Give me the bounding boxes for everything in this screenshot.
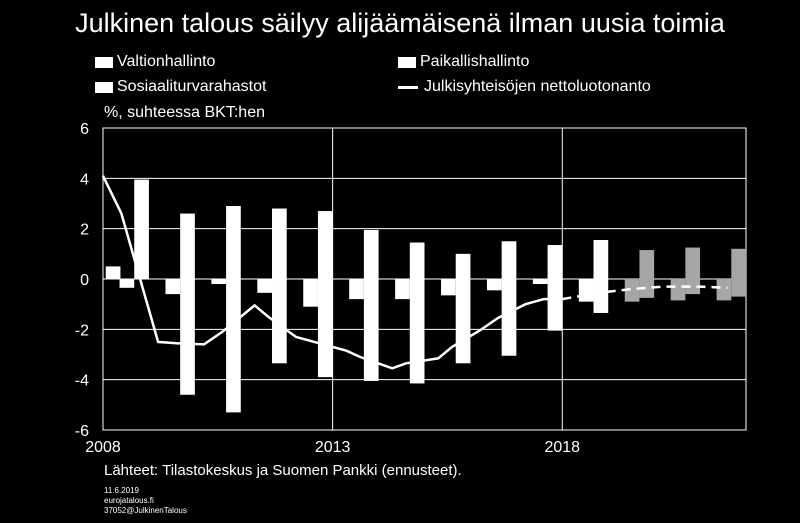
bar-sosiaaliturvarahastot-2013 (363, 229, 379, 279)
x-tick-label: 2013 (315, 439, 351, 456)
bar-sosiaaliturvarahastot-2016 (501, 241, 517, 279)
bar-sosiaaliturvarahastot-2009 (180, 213, 195, 279)
bar-sosiaaliturvarahastot-2019 (639, 250, 655, 279)
bar-sosiaaliturvarahastot-2008 (134, 179, 149, 279)
bar-valtionhallinto-2016 (501, 279, 517, 356)
line-nettoluotonanto-forecast (562, 285, 728, 301)
bar-valtionhallinto-2013 (363, 279, 379, 381)
y-axis-label: %, suhteessa BKT:hen (104, 104, 265, 121)
legend-item-sosiaaliturvarahastot: Sosiaaliturvarahastot (95, 77, 266, 97)
legend-item-valtionhallinto: Valtionhallinto (95, 52, 215, 72)
x-tick-label: 2018 (544, 439, 580, 456)
legend-line-nettoluotonanto (398, 85, 418, 89)
meta-date: 11.6.2019 (104, 486, 139, 495)
bar-paikallishallinto-2019 (624, 279, 640, 302)
bar-valtionhallinto-2010 (226, 279, 241, 413)
y-tick-label: 0 (80, 272, 89, 289)
bar-paikallishallinto-2021 (716, 279, 732, 301)
bar-valtionhallinto-2018 (593, 279, 609, 313)
legend-label-nettoluotonanto: Julkisyhteisöjen nettoluotonanto (424, 78, 651, 95)
bar-sosiaaliturvarahastot-2015 (455, 253, 471, 279)
x-tick-label: 2008 (85, 439, 121, 456)
bar-valtionhallinto-2014 (409, 279, 425, 384)
bar-paikallishallinto-2012 (303, 279, 318, 307)
bar-paikallishallinto-2010 (211, 279, 227, 285)
bar-valtionhallinto-2020 (685, 279, 701, 295)
bar-valtionhallinto-2019 (639, 279, 655, 298)
bar-sosiaaliturvarahastot-2014 (409, 242, 425, 279)
bar-paikallishallinto-2014 (395, 279, 410, 300)
bar-sosiaaliturvarahastot-2012 (317, 211, 333, 279)
bar-sosiaaliturvarahastot-2021 (731, 248, 746, 279)
legend-item-nettoluotonanto: Julkisyhteisöjen nettoluotonanto (398, 77, 651, 97)
bar-paikallishallinto-2009 (165, 279, 181, 295)
bar-paikallishallinto-2008 (119, 279, 135, 288)
bar-sosiaaliturvarahastot-2020 (685, 247, 701, 279)
legend-swatch-paikallishallinto (398, 56, 416, 68)
y-tick-label: 4 (80, 171, 89, 188)
y-tick-label: 2 (80, 222, 89, 239)
legend-label-sosiaaliturvarahastot: Sosiaaliturvarahastot (117, 78, 267, 95)
bar-paikallishallinto-2020 (670, 279, 686, 301)
y-tick-label: -2 (75, 322, 89, 339)
bar-valtionhallinto-2017 (547, 279, 563, 331)
bar-sosiaaliturvarahastot-2011 (272, 208, 287, 279)
bar-valtionhallinto-2009 (180, 279, 195, 395)
bar-paikallishallinto-2018 (578, 279, 594, 302)
chart-title: Julkinen talous säilyy alijäämäisenä ilm… (75, 8, 725, 38)
legend-swatch-valtionhallinto (95, 56, 113, 68)
line-nettoluotonanto (101, 175, 563, 370)
bar-valtionhallinto-2011 (272, 279, 287, 364)
meta-site: eurojatalous.fi (104, 496, 154, 505)
source-note: Lähteet: Tilastokeskus ja Suomen Pankki … (104, 462, 462, 479)
bar-valtionhallinto-2008 (105, 266, 121, 279)
bar-paikallishallinto-2017 (532, 279, 548, 285)
bar-paikallishallinto-2013 (349, 279, 364, 300)
bar-sosiaaliturvarahastot-2018 (593, 239, 609, 279)
legend-swatch-sosiaaliturvarahastot (95, 81, 113, 93)
meta-code: 37052@JulkinenTalous (104, 506, 187, 515)
y-tick-label: -6 (75, 423, 89, 440)
legend-label-paikallishallinto: Paikallishallinto (420, 53, 530, 70)
bar-valtionhallinto-2015 (455, 279, 471, 364)
bar-valtionhallinto-2012 (317, 279, 333, 378)
bar-sosiaaliturvarahastot-2017 (547, 245, 563, 279)
legend-item-paikallishallinto: Paikallishallinto (398, 52, 529, 72)
y-tick-label: -4 (75, 373, 89, 390)
y-tick-label: 6 (80, 121, 89, 138)
legend-label-valtionhallinto: Valtionhallinto (117, 53, 216, 70)
bar-sosiaaliturvarahastot-2010 (226, 206, 241, 279)
bar-paikallishallinto-2011 (257, 279, 273, 293)
bar-paikallishallinto-2015 (441, 279, 456, 296)
bar-valtionhallinto-2021 (731, 279, 746, 297)
bar-paikallishallinto-2016 (486, 279, 502, 291)
